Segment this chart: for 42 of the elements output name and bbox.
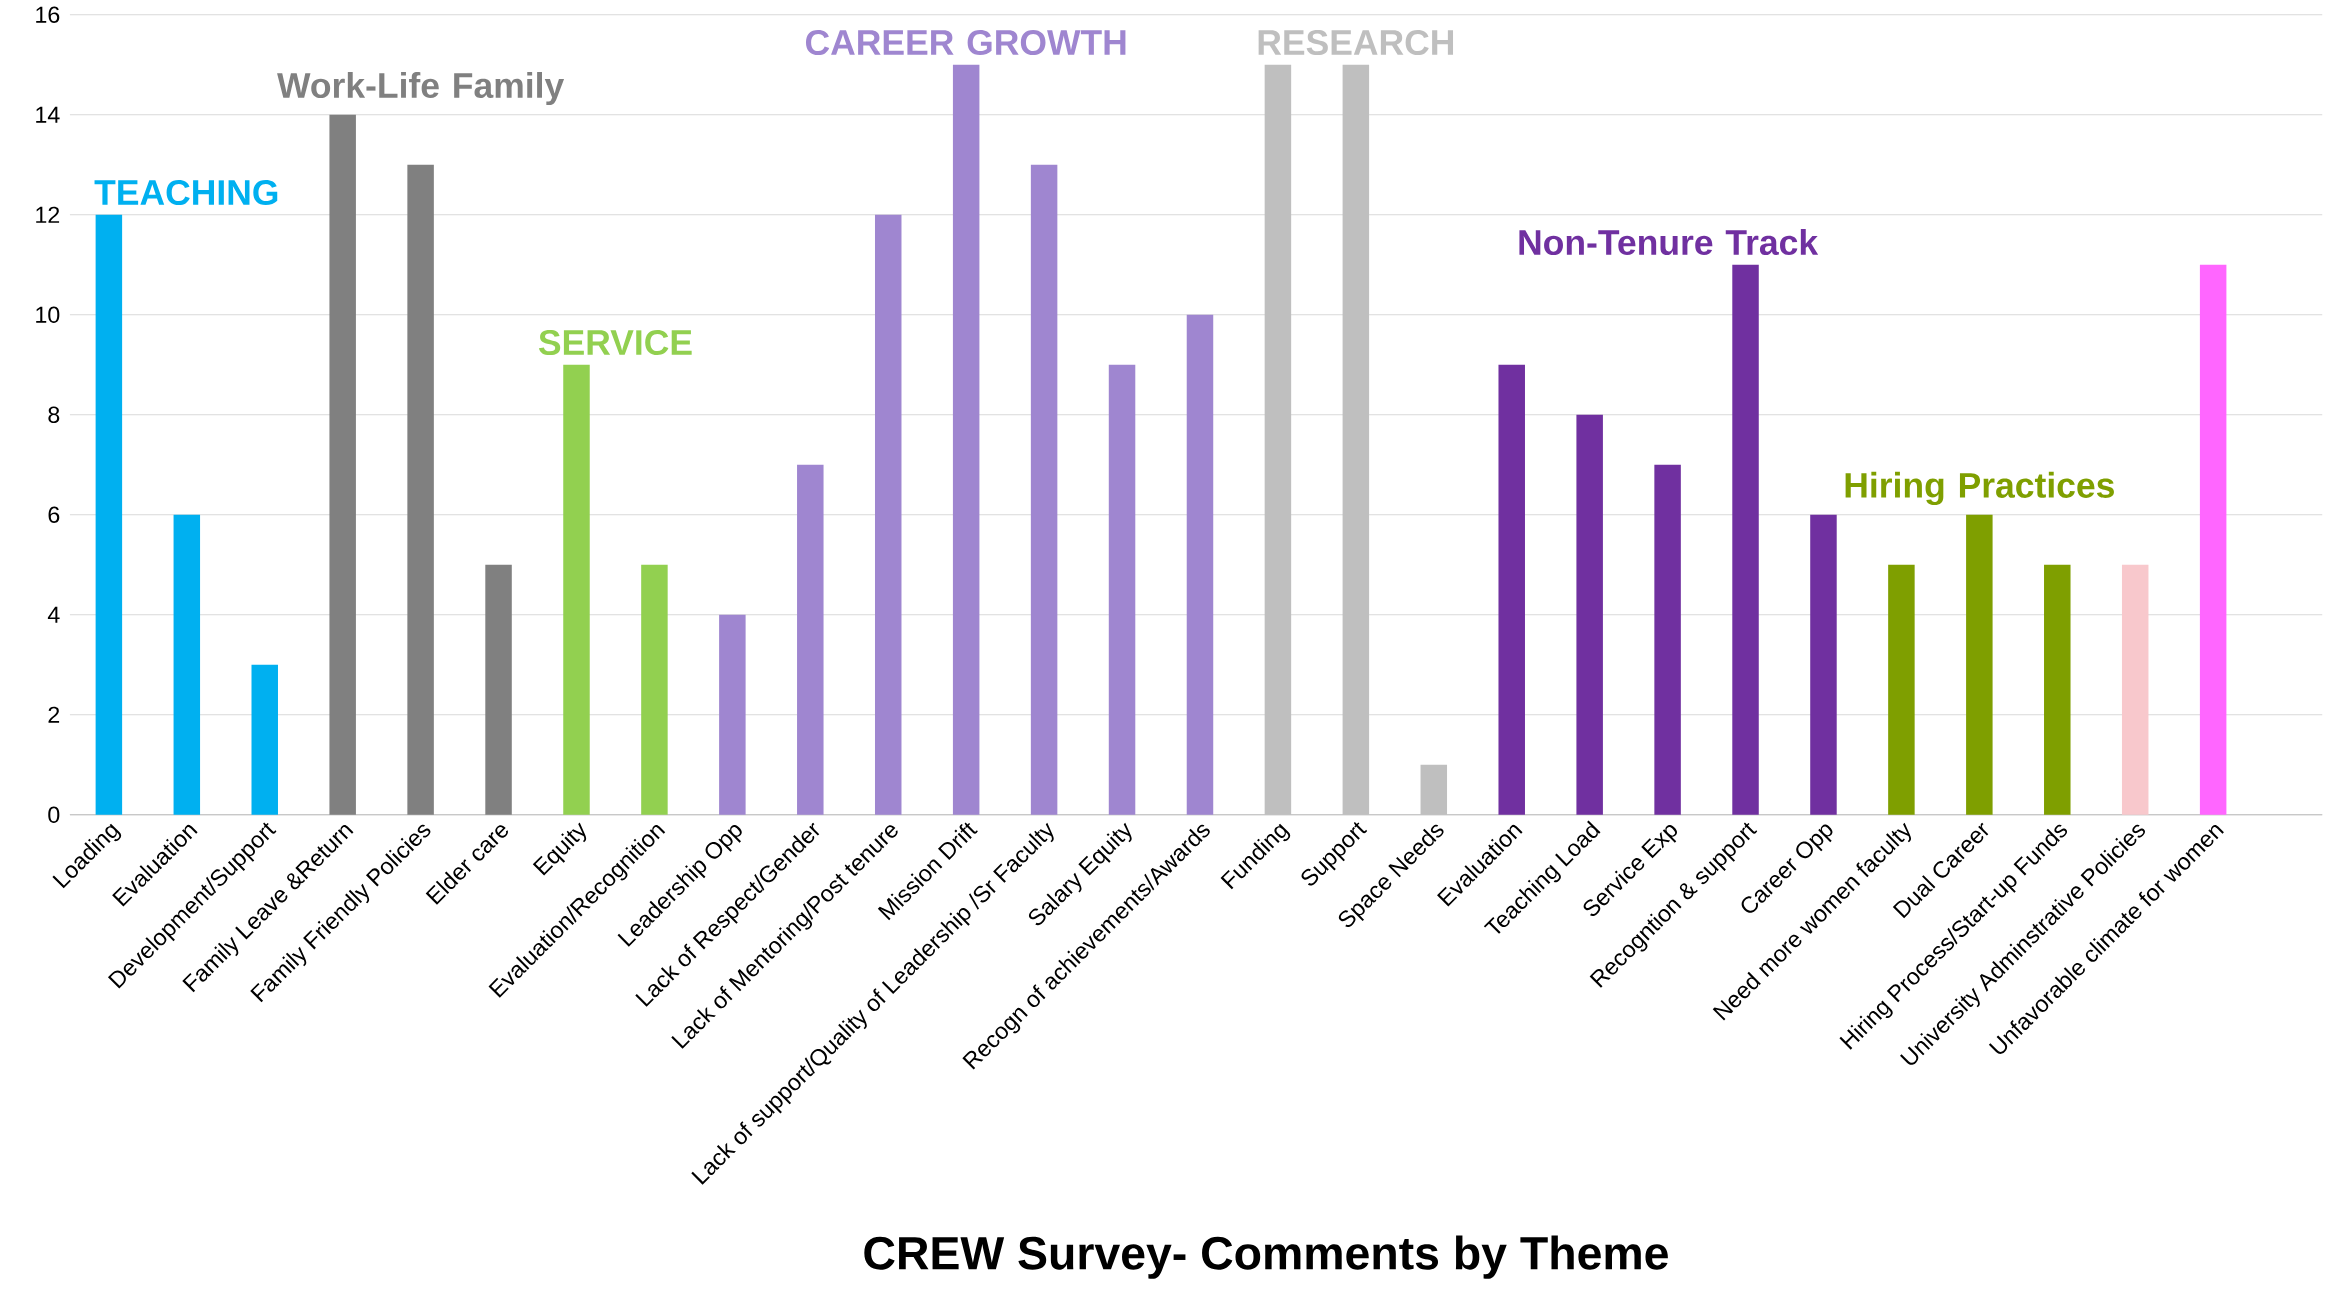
bar <box>485 564 512 815</box>
bar <box>1108 364 1136 815</box>
y-tick-label: 6 <box>48 506 60 523</box>
bar <box>2199 264 2227 815</box>
bar <box>797 464 824 815</box>
bar <box>1966 514 1993 815</box>
bar <box>563 364 590 815</box>
bar <box>329 114 356 815</box>
bar <box>1654 464 1681 815</box>
series-label: Hiring Practices <box>1845 471 2114 505</box>
y-tick-label: 8 <box>48 406 60 423</box>
bar <box>173 514 201 815</box>
text: CREW Survey- Comments by Theme <box>864 1235 1668 1279</box>
y-tick-label: 4 <box>47 606 60 623</box>
bar <box>1498 364 1525 815</box>
bar <box>1030 164 1058 815</box>
bar <box>2121 564 2149 815</box>
bar <box>1732 264 1759 815</box>
bar <box>2044 564 2071 815</box>
series-label: CAREER GROWTH <box>805 29 1126 55</box>
y-tick-label: 14 <box>36 106 60 123</box>
y-tick-label: 12 <box>36 206 60 223</box>
bar <box>407 164 434 815</box>
bar <box>1576 414 1603 815</box>
bar <box>251 664 278 815</box>
bar <box>1186 314 1214 815</box>
series-label: Work-Life Family <box>277 71 565 105</box>
bar <box>641 564 668 815</box>
y-tick-label: 2 <box>48 706 60 723</box>
bar <box>719 614 746 815</box>
bar <box>1888 564 1915 815</box>
bar <box>1810 514 1837 815</box>
series-label: Non-Tenure Track <box>1519 228 1819 255</box>
bar <box>95 214 123 815</box>
series-label: TEACHING <box>94 179 278 205</box>
series-label: SERVICE <box>538 329 692 355</box>
y-tick-label: 16 <box>36 6 60 23</box>
bar <box>874 214 902 815</box>
y-tick-label: 10 <box>36 306 60 323</box>
series-label: RESEARCH <box>1258 29 1454 55</box>
y-tick-label: 0 <box>48 806 60 823</box>
bar <box>952 64 980 815</box>
